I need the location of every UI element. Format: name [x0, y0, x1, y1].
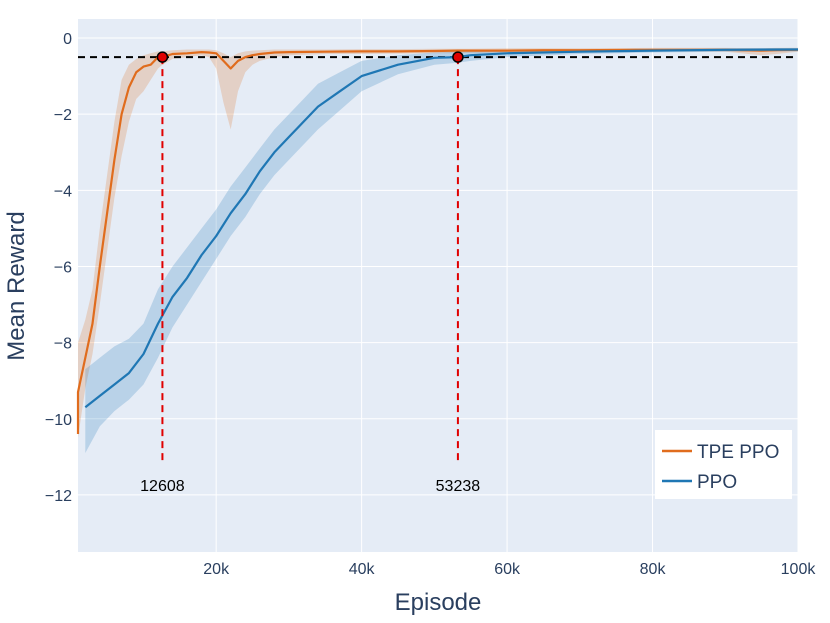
y-tick-labels: 0 −2 −4 −6 −8 −10 −12 [45, 31, 72, 505]
x-tick-label: 60k [494, 561, 521, 578]
y-tick-label: −12 [45, 488, 72, 505]
x-tick-label: 40k [349, 561, 376, 578]
annotation-label: 53238 [436, 478, 481, 495]
y-tick-label: −10 [45, 412, 72, 429]
x-axis-title: Episode [395, 589, 482, 616]
legend-box [655, 430, 792, 499]
x-tick-label: 20k [203, 561, 230, 578]
annotation-label: 12608 [140, 478, 185, 495]
legend-label-ppo: PPO [697, 472, 737, 493]
y-tick-label: 0 [63, 31, 72, 48]
x-tick-labels: 20k 40k 60k 80k 100k [203, 561, 816, 578]
confidence-bands [78, 47, 799, 526]
line-ppo [84, 48, 799, 409]
annotation-marker [452, 51, 464, 63]
x-tick-label: 80k [640, 561, 667, 578]
series-lines [76, 48, 799, 434]
y-tick-label: −2 [54, 107, 72, 124]
line-tpe-ppo [76, 48, 799, 434]
x-tick-label: 100k [781, 561, 817, 578]
annotations: 12608 53238 [140, 51, 481, 495]
y-axis-title: Mean Reward [3, 211, 30, 360]
y-tick-label: −4 [54, 183, 72, 200]
band-ppo [85, 47, 799, 454]
grid-lines [78, 19, 799, 552]
legend: TPE PPO PPO [655, 430, 792, 499]
annotation-marker [156, 51, 169, 63]
y-tick-label: −6 [54, 259, 72, 276]
legend-label-tpe-ppo: TPE PPO [697, 442, 779, 463]
y-tick-label: −8 [54, 336, 72, 353]
